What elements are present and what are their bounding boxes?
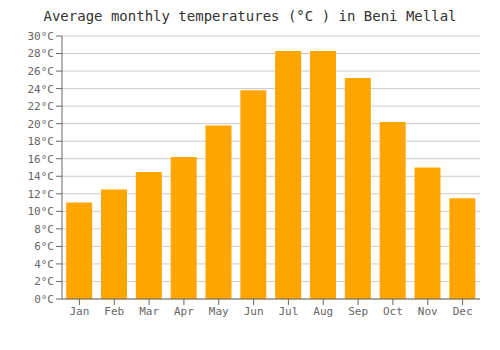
svg-text:10°C: 10°C <box>28 205 55 218</box>
svg-text:14°C: 14°C <box>28 170 55 183</box>
svg-text:Feb: Feb <box>104 305 124 318</box>
svg-text:Sep: Sep <box>348 305 368 318</box>
svg-text:18°C: 18°C <box>28 135 55 148</box>
svg-text:Apr: Apr <box>174 305 194 318</box>
svg-text:6°C: 6°C <box>34 240 54 253</box>
svg-text:Jul: Jul <box>278 305 298 318</box>
svg-text:4°C: 4°C <box>34 258 54 271</box>
svg-text:22°C: 22°C <box>28 100 55 113</box>
svg-text:12°C: 12°C <box>28 188 55 201</box>
svg-text:30°C: 30°C <box>28 30 55 43</box>
svg-text:Dec: Dec <box>453 305 473 318</box>
svg-text:8°C: 8°C <box>34 223 54 236</box>
svg-text:Jan: Jan <box>69 305 89 318</box>
svg-text:26°C: 26°C <box>28 65 55 78</box>
html-text:Average monthly temperatures (: Average monthly temperatures (°C ) in Be… <box>43 8 457 24</box>
svg-text:May: May <box>209 305 229 318</box>
svg-text:20°C: 20°C <box>28 118 55 131</box>
svg-text:24°C: 24°C <box>28 83 55 96</box>
svg-text:28°C: 28°C <box>28 47 55 60</box>
svg-text:Mar: Mar <box>139 305 159 318</box>
svg-text:Nov: Nov <box>418 305 438 318</box>
svg-text:16°C: 16°C <box>28 153 55 166</box>
svg-text:Aug: Aug <box>313 305 333 318</box>
svg-text:0°C: 0°C <box>34 293 54 306</box>
svg-text:2°C: 2°C <box>34 275 54 288</box>
svg-text:Jun: Jun <box>244 305 264 318</box>
svg-text:Oct: Oct <box>383 305 403 318</box>
